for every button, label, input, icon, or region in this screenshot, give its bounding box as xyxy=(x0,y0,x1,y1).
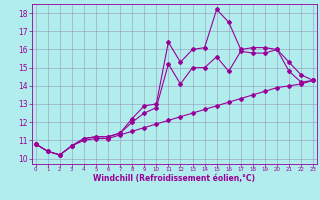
X-axis label: Windchill (Refroidissement éolien,°C): Windchill (Refroidissement éolien,°C) xyxy=(93,174,255,183)
